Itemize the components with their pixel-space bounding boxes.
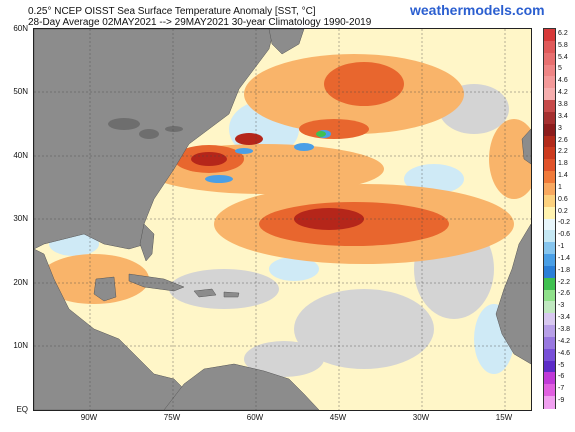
lat-label-40n: 40N bbox=[13, 151, 28, 160]
colorbar-swatch bbox=[544, 123, 555, 137]
lat-label-20n: 20N bbox=[13, 278, 28, 287]
colorbar-swatch bbox=[544, 289, 555, 302]
lat-label-60n: 60N bbox=[13, 24, 28, 33]
map-canvas bbox=[34, 29, 531, 410]
colorbar-tick-label: -3.4 bbox=[558, 314, 571, 322]
colorbar-swatch bbox=[544, 52, 555, 66]
lat-label-50n: 50N bbox=[13, 87, 28, 96]
colorbar-swatch bbox=[544, 336, 555, 350]
colorbar-swatch bbox=[544, 254, 555, 267]
colorbar-swatch bbox=[544, 206, 555, 219]
colorbar-swatch bbox=[544, 147, 555, 160]
colorbar-tick-label: 6.2 bbox=[558, 29, 568, 37]
colorbar-tick-label: -7 bbox=[558, 385, 565, 393]
lon-label-75w: 75W bbox=[163, 413, 181, 422]
great-lakes bbox=[108, 118, 183, 139]
land-masses bbox=[34, 29, 531, 410]
colorbar-tick-label: 5.8 bbox=[558, 41, 568, 49]
colorbar-swatch bbox=[544, 159, 555, 172]
colorbar-swatch bbox=[544, 100, 555, 113]
colorbar-swatch bbox=[544, 135, 555, 148]
colorbar-swatch bbox=[544, 76, 555, 89]
colorbar-tick-label: 3.8 bbox=[558, 100, 568, 108]
lat-label-30n: 30N bbox=[13, 214, 28, 223]
very-warm-core bbox=[191, 133, 364, 230]
colorbar-tick-label: -6 bbox=[558, 373, 565, 381]
sst-anomaly-map bbox=[33, 28, 532, 411]
colorbar-swatch bbox=[544, 348, 555, 362]
strong-cool-eddy bbox=[316, 131, 326, 137]
colorbar-swatch bbox=[544, 171, 555, 184]
colorbar-tick-label: 1 bbox=[558, 183, 562, 191]
colorbar-swatch bbox=[544, 64, 555, 77]
colorbar-tick-label: 2.2 bbox=[558, 148, 568, 156]
colorbar-tick-label: 3 bbox=[558, 124, 562, 132]
colorbar-swatch bbox=[544, 301, 555, 314]
colorbar-tick-label: 1.8 bbox=[558, 160, 568, 168]
colorbar-swatch bbox=[544, 372, 555, 385]
lon-label-15w: 15W bbox=[495, 413, 513, 422]
colorbar-swatch bbox=[544, 40, 555, 54]
colorbar-swatch bbox=[544, 88, 555, 101]
colorbar-swatch bbox=[544, 265, 555, 279]
colorbar-tick-label: 5 bbox=[558, 65, 562, 73]
colorbar-tick-label: -1 bbox=[558, 243, 565, 251]
colorbar-tick-label: 0.2 bbox=[558, 207, 568, 215]
colorbar-swatch bbox=[544, 29, 555, 42]
colorbar-swatch bbox=[544, 111, 555, 125]
colorbar-tick-label: -1.4 bbox=[558, 254, 571, 262]
colorbar-tick-label: -0.6 bbox=[558, 231, 571, 239]
colorbar-swatch bbox=[544, 242, 555, 255]
graticule bbox=[34, 29, 531, 410]
colorbar-tick-label: 4.6 bbox=[558, 77, 568, 85]
map-subtitle: 28-Day Average 02MAY2021 --> 29MAY2021 3… bbox=[28, 17, 372, 28]
colorbar-swatch bbox=[544, 182, 555, 196]
lat-label-10n: 10N bbox=[13, 341, 28, 350]
colorbar-tick-label: -1.8 bbox=[558, 266, 571, 274]
lon-label-45w: 45W bbox=[329, 413, 347, 422]
colorbar-tick-label: -0.2 bbox=[558, 219, 571, 227]
lon-label-60w: 60W bbox=[246, 413, 264, 422]
lon-label-30w: 30W bbox=[412, 413, 430, 422]
colorbar-tick-label: -5 bbox=[558, 361, 565, 369]
colorbar-tick-label: 0.6 bbox=[558, 195, 568, 203]
colorbar-tick-label: 2.6 bbox=[558, 136, 568, 144]
colorbar-tick-label: -3.8 bbox=[558, 326, 571, 334]
colorbar-swatch bbox=[544, 230, 555, 243]
colorbar-tick-label: -4.6 bbox=[558, 349, 571, 357]
lon-label-90w: 90W bbox=[80, 413, 98, 422]
colorbar-swatch bbox=[544, 313, 555, 326]
colorbar bbox=[543, 28, 556, 409]
colorbar-swatch bbox=[544, 384, 555, 397]
colorbar-tick-label: 5.4 bbox=[558, 53, 568, 61]
colorbar-swatch bbox=[544, 218, 555, 231]
colorbar-swatch bbox=[544, 194, 555, 208]
lat-label-eq: EQ bbox=[16, 405, 28, 414]
colorbar-tick-label: -2.2 bbox=[558, 278, 571, 286]
colorbar-tick-label: -2.6 bbox=[558, 290, 571, 298]
colorbar-tick-label: -9 bbox=[558, 397, 565, 405]
colorbar-tick-label: 1.4 bbox=[558, 172, 568, 180]
colorbar-swatch bbox=[544, 325, 555, 338]
map-title: 0.25° NCEP OISST Sea Surface Temperature… bbox=[28, 6, 316, 17]
colorbar-tick-label: -3 bbox=[558, 302, 565, 310]
colorbar-tick-label: -4.2 bbox=[558, 337, 571, 345]
colorbar-swatch bbox=[544, 396, 555, 409]
colorbar-swatch bbox=[544, 360, 555, 373]
colorbar-tick-label: 3.4 bbox=[558, 112, 568, 120]
brand-watermark[interactable]: weathermodels.com bbox=[410, 2, 545, 18]
colorbar-swatch bbox=[544, 277, 555, 291]
colorbar-tick-label: 4.2 bbox=[558, 89, 568, 97]
